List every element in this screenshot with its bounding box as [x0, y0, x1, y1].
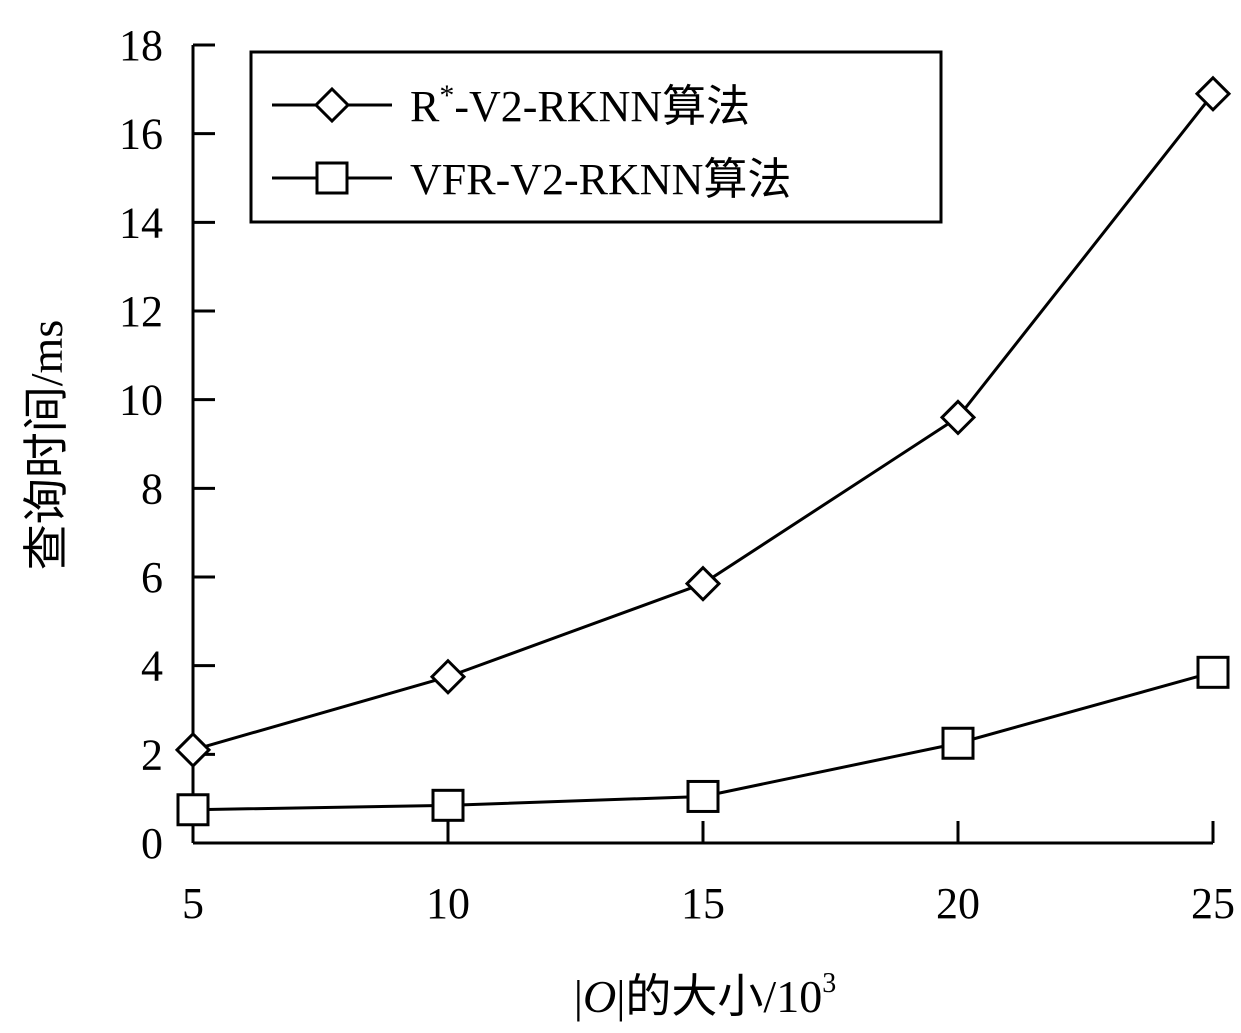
x-tick-label: 25: [1191, 879, 1235, 928]
legend-label: VFR-V2-RKNN算法: [410, 155, 791, 204]
legend-item: VFR-V2-RKNN算法: [272, 155, 791, 204]
x-axis-title: |O|的大小/103: [574, 968, 836, 1022]
y-tick-label: 16: [119, 110, 163, 159]
data-point: [684, 565, 722, 602]
y-tick-label: 0: [141, 819, 163, 868]
data-point: [174, 731, 212, 769]
legend-marker: [313, 86, 351, 124]
x-tick-label: 20: [936, 879, 980, 928]
x-axis-ticks: 5 10 15 20 25: [182, 821, 1235, 928]
legend: R*-V2-RKNN算法 VFR-V2-RKNN算法: [249, 50, 943, 224]
y-tick-label: 18: [119, 21, 163, 70]
y-tick-label: 2: [141, 730, 163, 779]
x-tick-label: 5: [182, 879, 204, 928]
x-tick-label: 15: [681, 879, 725, 928]
data-point: [1194, 75, 1232, 112]
y-tick-label: 14: [119, 198, 163, 247]
data-point: [941, 726, 975, 760]
y-tick-label: 6: [141, 553, 163, 602]
series-1: [174, 75, 1232, 769]
y-axis-title: 查询时间/ms: [21, 320, 72, 570]
data-point: [939, 399, 977, 436]
data-point: [176, 793, 210, 827]
series-layer: [174, 75, 1232, 827]
x-tick-label: 10: [426, 879, 470, 928]
data-point: [429, 658, 467, 695]
legend-marker: [315, 161, 349, 195]
y-tick-label: 10: [119, 376, 163, 425]
series-2: [176, 655, 1230, 827]
legend-label: R*-V2-RKNN算法: [410, 79, 750, 131]
y-tick-label: 12: [119, 287, 163, 336]
y-tick-label: 8: [141, 464, 163, 513]
legend-box: [249, 50, 943, 224]
legend-item: R*-V2-RKNN算法: [272, 79, 750, 131]
data-point: [1196, 655, 1230, 689]
y-tick-label: 4: [141, 642, 163, 691]
data-point: [431, 788, 465, 822]
data-point: [686, 779, 720, 813]
y-axis-ticks: 0 2 4 6 8 10 12 14 16 18: [119, 21, 215, 868]
